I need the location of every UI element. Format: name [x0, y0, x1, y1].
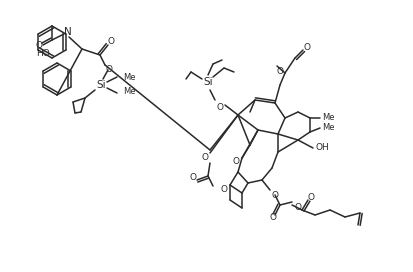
Text: O: O: [221, 186, 228, 194]
Text: O: O: [271, 190, 278, 199]
Text: Si: Si: [203, 77, 213, 87]
Text: O: O: [233, 156, 240, 165]
Text: Me: Me: [322, 113, 335, 122]
Text: OH: OH: [315, 144, 329, 153]
Text: O: O: [202, 153, 209, 162]
Text: O: O: [270, 214, 276, 222]
Text: O: O: [216, 104, 223, 113]
Text: Me: Me: [123, 73, 135, 82]
Text: O: O: [276, 66, 283, 76]
Text: O: O: [107, 36, 114, 45]
Text: Si: Si: [96, 80, 106, 90]
Text: N: N: [64, 27, 72, 37]
Text: O: O: [190, 174, 197, 183]
Text: O: O: [105, 64, 112, 73]
Text: O: O: [308, 193, 315, 202]
Text: Me: Me: [322, 123, 335, 132]
Text: O: O: [304, 44, 311, 52]
Text: Me: Me: [123, 88, 135, 97]
Text: O: O: [36, 41, 43, 50]
Text: O: O: [294, 203, 301, 212]
Text: HO: HO: [36, 50, 50, 58]
